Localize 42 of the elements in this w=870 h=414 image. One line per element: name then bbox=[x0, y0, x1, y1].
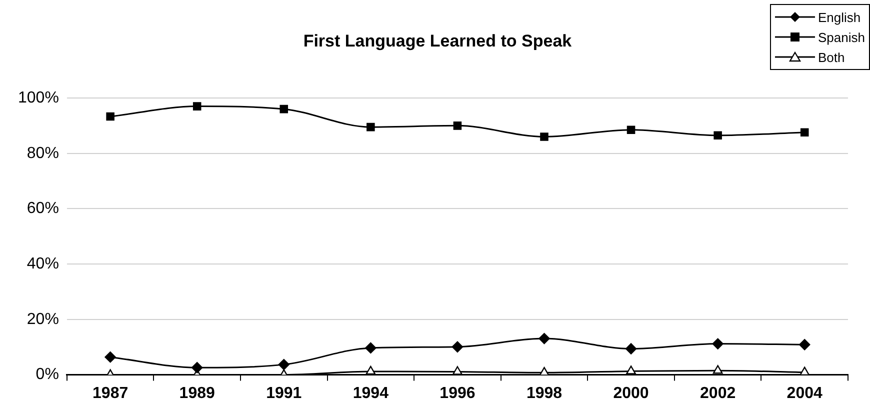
point bbox=[626, 366, 636, 374]
point bbox=[452, 341, 464, 352]
point bbox=[192, 362, 203, 374]
y-tick-label: 100% bbox=[18, 89, 59, 106]
point bbox=[540, 132, 548, 141]
point bbox=[714, 131, 722, 140]
x-tick-label: 1994 bbox=[352, 384, 389, 402]
x-tick-label: 1991 bbox=[266, 384, 302, 402]
x-tick-label: 2000 bbox=[613, 384, 649, 402]
legend-label: English bbox=[818, 10, 861, 24]
y-tick-label: 0% bbox=[36, 366, 59, 384]
y-tick-label: 60% bbox=[26, 200, 59, 218]
y-tick-label: 80% bbox=[26, 144, 59, 162]
point bbox=[278, 358, 290, 370]
point bbox=[453, 122, 462, 130]
point bbox=[366, 122, 375, 132]
point bbox=[538, 332, 550, 344]
point bbox=[712, 365, 723, 374]
x-tick-label: 1996 bbox=[440, 384, 476, 402]
point bbox=[712, 338, 724, 350]
point bbox=[192, 102, 202, 110]
x-tick-label: 1998 bbox=[526, 384, 562, 402]
y-tick-label: 40% bbox=[26, 255, 59, 272]
x-tick-label: 2004 bbox=[786, 384, 823, 402]
point bbox=[366, 366, 376, 375]
point bbox=[452, 366, 462, 375]
chart-title: First Language Learned to Speak bbox=[303, 32, 572, 51]
point bbox=[625, 343, 637, 354]
y-tick-label: 20% bbox=[26, 310, 59, 328]
point bbox=[799, 339, 810, 350]
x-tick-label: 1989 bbox=[179, 384, 215, 402]
point bbox=[626, 126, 636, 134]
point bbox=[365, 342, 376, 354]
x-tick-label: 2002 bbox=[700, 384, 736, 402]
legend-label: Both bbox=[818, 50, 845, 64]
x-tick-label: 1987 bbox=[92, 384, 128, 402]
point bbox=[280, 104, 288, 114]
point bbox=[800, 128, 809, 136]
point bbox=[106, 112, 114, 121]
point bbox=[800, 366, 810, 375]
point bbox=[104, 351, 116, 363]
legend-label: Spanish bbox=[818, 30, 865, 44]
